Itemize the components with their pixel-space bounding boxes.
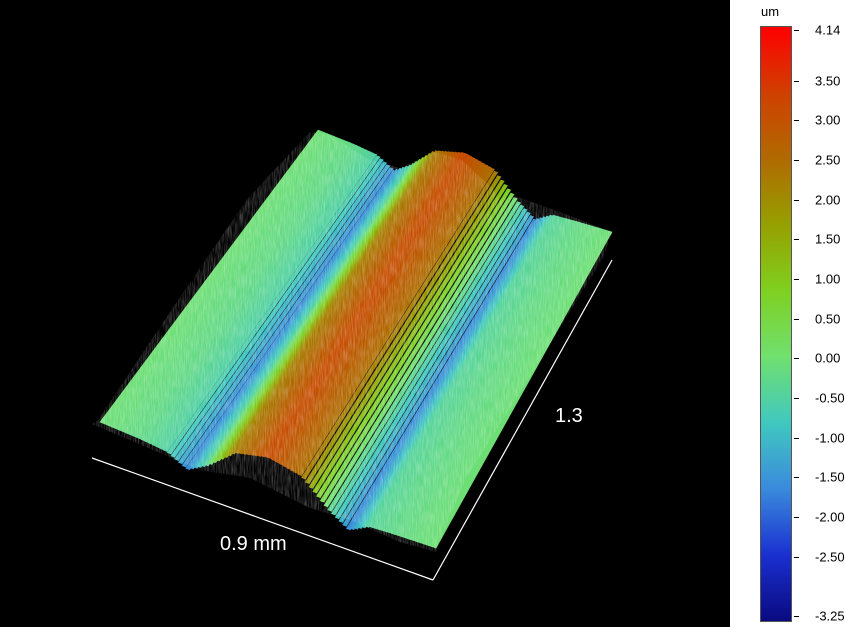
colorbar-tick-mark xyxy=(794,239,799,241)
y-length-label: 1.3 xyxy=(555,405,583,427)
colorbar-tick-label: 0.50 xyxy=(815,311,841,327)
colorbar-tick-label: 3.00 xyxy=(815,112,841,128)
surface-plot-svg xyxy=(91,129,613,581)
colorbar-tick-mark xyxy=(794,516,799,518)
y-extent-line xyxy=(432,259,613,581)
colorbar-tick-mark xyxy=(794,80,799,82)
surface-mesh xyxy=(92,129,613,552)
colorbar-tick-label: 2.00 xyxy=(815,192,841,208)
surface-texture xyxy=(92,132,612,552)
colorbar-tick-mark xyxy=(794,199,799,201)
colorbar-tick-mark xyxy=(794,358,799,360)
colorbar-gradient xyxy=(760,26,792,622)
colorbar-unit-label: um xyxy=(761,4,780,19)
x-extent-line xyxy=(91,457,434,581)
colorbar-tick-mark xyxy=(794,616,799,617)
surface-plot-area: 0.9 mm 1.3 xyxy=(0,0,731,627)
colorbar-tick-mark xyxy=(794,120,799,122)
colorbar-tick-mark xyxy=(794,556,799,558)
x-length-label: 0.9 mm xyxy=(220,533,287,555)
colorbar-tick-label: -0.50 xyxy=(815,390,845,406)
colorbar-tick-mark xyxy=(794,30,799,31)
colorbar-tick-label: -3.25 xyxy=(815,608,845,624)
colorbar-tick-mark xyxy=(794,278,799,280)
colorbar-tick-label: -2.00 xyxy=(815,509,845,525)
colorbar-tick-mark xyxy=(794,397,799,399)
colorbar-tick-mark xyxy=(794,318,799,320)
colorbar-tick-mark xyxy=(794,437,799,439)
colorbar-tick-label: 4.14 xyxy=(815,22,841,38)
colorbar-tick-label: 1.00 xyxy=(815,271,841,287)
colorbar-tick-mark xyxy=(794,160,799,162)
colorbar-tick-label: 3.50 xyxy=(815,73,841,89)
colorbar-tick-label: 0.00 xyxy=(815,350,841,366)
colorbar-tick-label: 2.50 xyxy=(815,152,841,168)
colorbar-legend: um 4.14 3.50 3.00 2.50 2.00 1.50 1.00 0.50 0.00 -… xyxy=(730,0,845,627)
colorbar-tick-label: -2.50 xyxy=(815,549,845,565)
colorbar-tick-label: -1.00 xyxy=(815,430,845,446)
colorbar-tick-label: 1.50 xyxy=(815,231,841,247)
colorbar-tick-label: -1.50 xyxy=(815,469,845,485)
colorbar-tick-mark xyxy=(794,477,799,479)
